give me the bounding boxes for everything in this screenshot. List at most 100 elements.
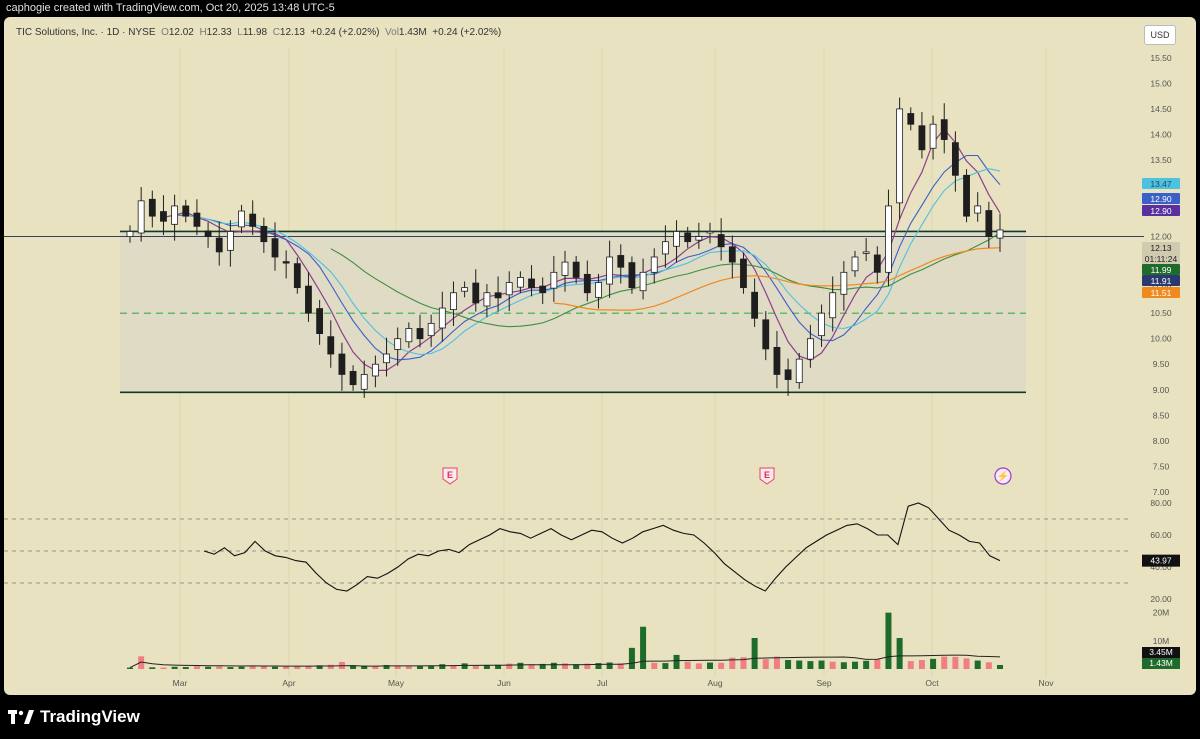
volume-bar-73 (941, 656, 948, 669)
candle-body-up (550, 271, 558, 289)
volume-bar-35 (517, 662, 524, 669)
close-label: C (272, 27, 280, 38)
candle-body-down (338, 353, 346, 375)
countdown-timer: 01:11:24 (1145, 254, 1178, 264)
candle-body-up (929, 123, 937, 149)
candle-body-up (706, 231, 714, 234)
candle-29 (450, 281, 457, 326)
candle-body-down (249, 213, 257, 227)
candle-body-up (606, 256, 614, 285)
rsi-tick-label: 40.00 (1150, 562, 1172, 572)
candle-17 (316, 299, 324, 345)
candle-body-up (405, 328, 413, 343)
volume-bar-6 (193, 666, 200, 669)
candle-64 (840, 261, 848, 311)
month-label-jul: Jul (597, 678, 608, 688)
candle-34 (505, 271, 513, 312)
candle-body-up (438, 307, 446, 329)
volume-bar-33 (495, 664, 502, 669)
candle-body-down (740, 258, 747, 289)
volume-bar-21 (361, 665, 368, 669)
event-marker-2: ⚡ (994, 467, 1012, 485)
candle-body-up (695, 236, 703, 241)
volume-tag-1: 1.43M (1142, 658, 1180, 669)
price-tick-label: 7.50 (1153, 461, 1170, 471)
candle-body-down (327, 336, 335, 355)
volume-bar-18 (327, 664, 334, 669)
candle-62 (818, 304, 825, 347)
candle-38 (550, 255, 558, 302)
candle-body-up (595, 282, 602, 298)
dividend-badge (994, 467, 1012, 485)
candle-33 (494, 276, 502, 312)
price-tick-label: 9.00 (1153, 385, 1170, 395)
candle-body-up (450, 292, 457, 310)
currency-button[interactable]: USD (1144, 25, 1176, 45)
price-tag-value: 12.13 (1150, 243, 1172, 253)
candle-body-down (583, 273, 591, 294)
earnings-badge-label: E (764, 470, 770, 480)
candle-body-down (416, 328, 424, 340)
volume-bar-5 (182, 667, 189, 669)
price-tag-value: 13.47 (1150, 179, 1172, 189)
volume-tag-bg (1142, 647, 1180, 658)
candle-body-up (885, 205, 892, 273)
month-label-sep: Sep (816, 678, 831, 688)
candle-15 (293, 257, 301, 294)
rsi-line (203, 502, 1001, 592)
candle-76 (974, 192, 982, 222)
candle-13 (271, 222, 279, 271)
volume-bar-22 (372, 666, 379, 669)
candle-57 (762, 311, 770, 361)
price-tag-bg (1142, 193, 1180, 204)
volume-bar-0 (127, 667, 133, 669)
candle-24 (394, 327, 402, 366)
candle-body-up (996, 229, 1004, 239)
volume-change: +0.24 (+2.02%) (432, 27, 502, 38)
candle-body-down (751, 291, 759, 319)
volume-bar-49 (673, 654, 680, 669)
candle-body-down (282, 261, 290, 264)
volume-bar-26 (417, 666, 423, 669)
tradingview-logo[interactable]: TradingView (8, 707, 140, 727)
candle-7 (204, 222, 212, 248)
candle-16 (305, 272, 312, 322)
candle-body-down (472, 282, 480, 304)
candle-23 (383, 337, 390, 377)
candle-body-up (394, 338, 402, 350)
volume-bar-41 (584, 663, 591, 669)
chart-credit-header: caphogie created with TradingView.com, O… (0, 0, 1200, 17)
price-tag-bg (1142, 275, 1180, 286)
candle-body-down (204, 230, 212, 237)
candle-6 (193, 199, 201, 236)
candle-46 (639, 258, 647, 300)
candle-1 (137, 187, 145, 242)
candle-body-up (505, 282, 513, 296)
candle-body-up (829, 292, 837, 319)
month-label-jun: Jun (497, 678, 511, 688)
candle-51 (695, 222, 703, 249)
month-label-nov: Nov (1038, 678, 1054, 688)
earnings-badge (442, 467, 458, 485)
candle-body-down (717, 234, 725, 248)
volume-tick-label: 10M (1153, 636, 1170, 646)
candle-body-up (483, 292, 491, 307)
candle-70 (907, 107, 915, 131)
volume-bar-27 (428, 665, 435, 669)
candle-44 (617, 244, 625, 284)
volume-bar-61 (807, 661, 814, 669)
volume-bar-43 (606, 662, 613, 669)
open-value: 12.02 (168, 27, 194, 38)
price-tick-label: 7.00 (1153, 487, 1170, 497)
candle-61 (806, 324, 814, 368)
ma-cyan-line (185, 168, 1001, 356)
volume-bar-59 (785, 659, 792, 669)
candle-12 (260, 217, 268, 253)
volume-bar-78 (997, 664, 1003, 669)
close-value: 12.13 (279, 27, 305, 38)
volume-bar-12 (260, 666, 267, 669)
candle-60 (795, 353, 803, 389)
candle-58 (773, 331, 781, 389)
chart-canvas[interactable]: EE⚡ 16.0015.5015.0014.5014.0013.5013.001… (4, 17, 1196, 695)
